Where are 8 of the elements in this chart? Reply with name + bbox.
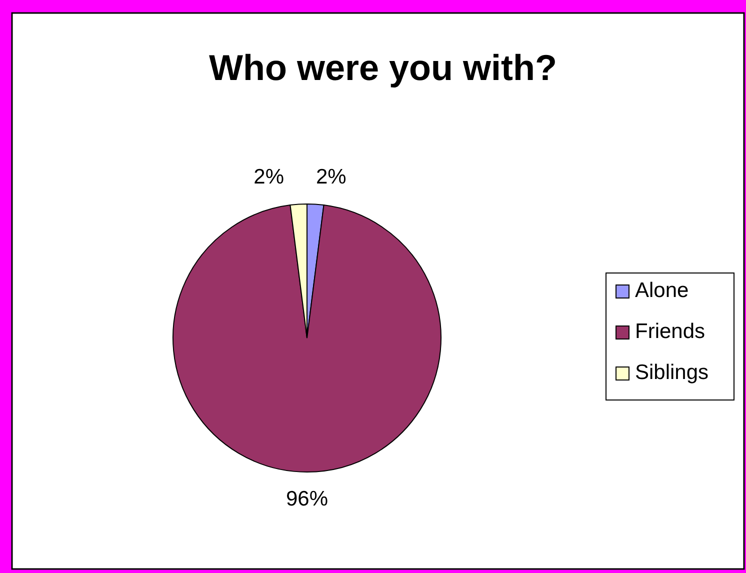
data-label: 2% — [316, 166, 346, 189]
pie-slice — [172, 204, 442, 472]
legend-label: Friends — [635, 320, 706, 343]
legend-label: Siblings — [635, 361, 709, 384]
chart-title: Who were you with? — [209, 47, 557, 88]
data-label: 96% — [286, 487, 328, 510]
data-label: 2% — [254, 166, 284, 189]
legend-label: Alone — [635, 279, 689, 302]
